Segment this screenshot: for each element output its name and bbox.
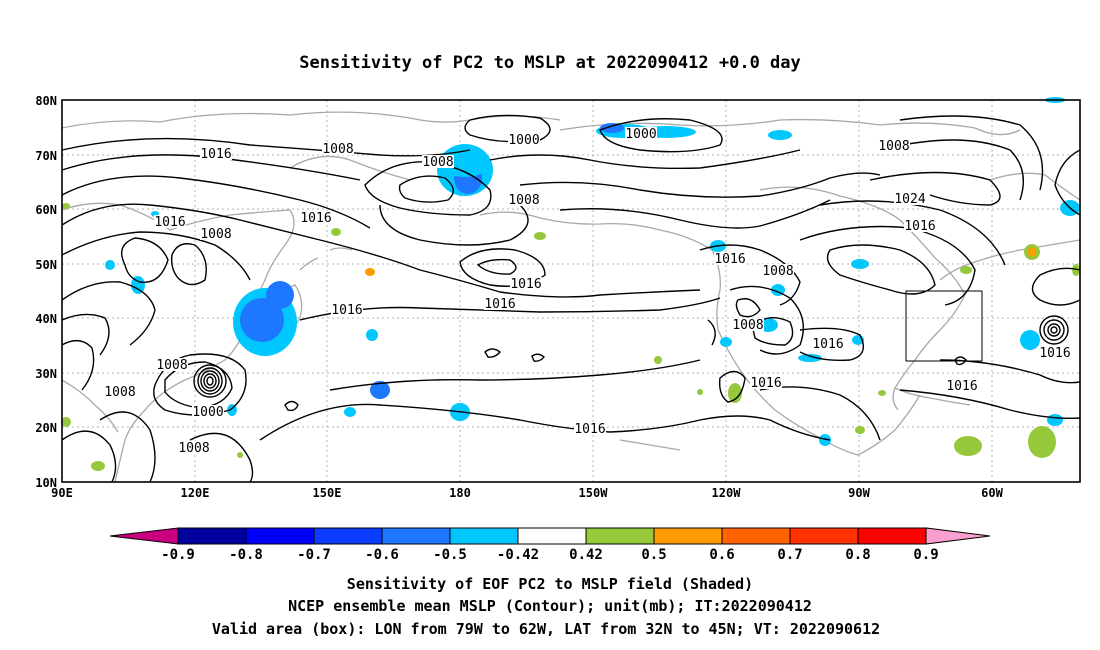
contour-label: 1016 (946, 379, 977, 394)
latitude-axis: 10N 20N 30N 40N 50N 60N 70N 80N (35, 94, 57, 490)
contour-label: 1008 (508, 193, 539, 208)
colorbar-cell (721, 527, 791, 545)
colorbar-cell (381, 527, 451, 545)
colorbar-tick-label: -0.7 (297, 547, 331, 563)
colorbar-tick-label: 0.42 (569, 547, 603, 563)
colorbar-tick-label: 0.8 (845, 547, 870, 563)
map-title: Sensitivity of PC2 to MSLP at 2022090412… (299, 53, 801, 73)
contour-label: 1016 (154, 215, 185, 230)
contour-label: 1000 (192, 405, 223, 420)
colorbar-tick-label: 0.7 (777, 547, 802, 563)
lat-label: 30N (35, 367, 57, 381)
colorbar-cell (585, 527, 655, 545)
contour-label: 1016 (574, 422, 605, 437)
contour-label: 1000 (508, 133, 539, 148)
contour-label: 1008 (878, 139, 909, 154)
colorbar-cell (517, 527, 587, 545)
contour-label: 1008 (732, 318, 763, 333)
colorbar-tick-label: -0.6 (365, 547, 399, 563)
colorbar-tick-label: -0.8 (229, 547, 263, 563)
contour-label: 1016 (714, 252, 745, 267)
lon-label: 150E (313, 486, 342, 500)
colorbar-cell (177, 527, 247, 545)
colorbar-cell (313, 527, 383, 545)
lon-label: 150W (579, 486, 609, 500)
contour-label: 1016 (200, 147, 231, 162)
contour-label: 1008 (322, 142, 353, 157)
contour-label: 1008 (178, 441, 209, 456)
colorbar-low-triangle (109, 527, 179, 545)
colorbar-tick-label: -0.5 (433, 547, 467, 563)
longitude-axis: 90E 120E 150E 180 150W 120W 90W 60W (51, 486, 1003, 500)
valid-area-box (905, 290, 983, 362)
colorbar-tick-label: 0.5 (641, 547, 666, 563)
lon-label: 90W (848, 486, 870, 500)
contour-label: 1008 (200, 227, 231, 242)
lon-label: 120W (712, 486, 742, 500)
sensitivity-shading (61, 97, 1080, 471)
map-panel: 1016 1008 1008 1000 1000 1008 1016 1016 1008 1008… (61, 97, 1081, 483)
lat-lon-grid (62, 100, 1080, 482)
contour-label: 1016 (812, 337, 843, 352)
lat-label: 10N (35, 476, 57, 490)
colorbar-tick-label: 0.9 (913, 547, 938, 563)
footer-line-1: Sensitivity of EOF PC2 to MSLP field (Sh… (347, 575, 753, 593)
colorbar-cell (789, 527, 859, 545)
lat-label: 70N (35, 149, 57, 163)
colorbar-tick-label: -0.9 (161, 547, 195, 563)
colorbar (109, 527, 991, 545)
contour-label: 1016 (510, 277, 541, 292)
contour-label: 1008 (762, 264, 793, 279)
lat-label: 50N (35, 258, 57, 272)
footer-line-2: NCEP ensemble mean MSLP (Contour); unit(… (288, 597, 812, 615)
contour-label: 1024 (894, 192, 925, 207)
contour-label: 1016 (300, 211, 331, 226)
colorbar-tick-label: -0.42 (497, 547, 539, 563)
colorbar-high-triangle (925, 527, 991, 545)
contour-label: 1008 (104, 385, 135, 400)
mslp-contours (61, 114, 1081, 483)
colorbar-cell (653, 527, 723, 545)
colorbar-cell (449, 527, 519, 545)
contour-label: 1008 (156, 358, 187, 373)
lon-label: 60W (981, 486, 1003, 500)
lon-label: 180 (449, 486, 471, 500)
colorbar-cell (857, 527, 927, 545)
colorbar-tick-label: 0.6 (709, 547, 734, 563)
contour-label: 1016 (331, 303, 362, 318)
lat-label: 40N (35, 312, 57, 326)
footer-line-3: Valid area (box): LON from 79W to 62W, L… (212, 620, 880, 638)
contour-label: 1000 (625, 127, 656, 142)
colorbar-labels: -0.9 -0.8 -0.7 -0.6 -0.5 -0.42 0.42 0.5 0.6 0.7 0.… (161, 547, 939, 563)
colorbar-cell (245, 527, 315, 545)
contour-label: 1016 (484, 297, 515, 312)
contour-label: 1016 (904, 219, 935, 234)
contour-label: 1016 (750, 376, 781, 391)
contour-label: 1008 (422, 155, 453, 170)
lat-label: 60N (35, 203, 57, 217)
lon-label: 120E (181, 486, 210, 500)
map-frame (61, 99, 1081, 483)
lon-label: 90E (51, 486, 73, 500)
lat-label: 20N (35, 421, 57, 435)
contour-labels: 1016 1008 1008 1000 1000 1008 1016 1016 1008 1008… (104, 127, 1071, 456)
lat-label: 80N (35, 94, 57, 108)
contour-label: 1016 (1039, 346, 1070, 361)
